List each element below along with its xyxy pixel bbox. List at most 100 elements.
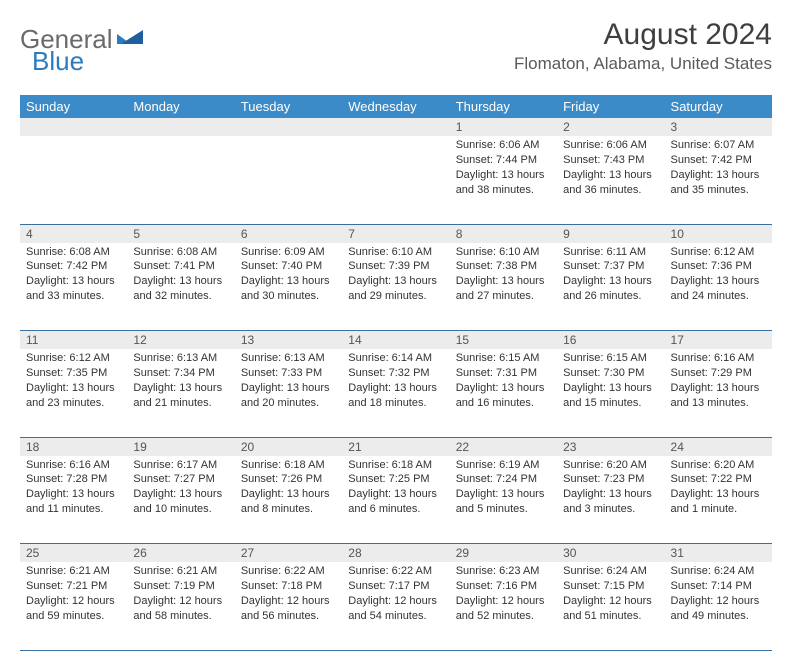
- day-number: 9: [557, 224, 664, 243]
- day-details: Sunrise: 6:12 AMSunset: 7:36 PMDaylight:…: [665, 243, 772, 308]
- calendar-week: Sunrise: 6:12 AMSunset: 7:35 PMDaylight:…: [20, 349, 772, 437]
- sunrise-text: Sunrise: 6:18 AM: [241, 458, 336, 473]
- day-details: Sunrise: 6:11 AMSunset: 7:37 PMDaylight:…: [557, 243, 664, 308]
- sunrise-text: Sunrise: 6:08 AM: [133, 245, 228, 260]
- daylight-text: Daylight: 13 hours and 27 minutes.: [456, 274, 551, 304]
- day-header: Monday: [127, 95, 234, 118]
- day-number: 25: [20, 544, 127, 563]
- day-details: Sunrise: 6:20 AMSunset: 7:22 PMDaylight:…: [665, 456, 772, 521]
- sunset-text: Sunset: 7:24 PM: [456, 472, 551, 487]
- sunset-text: Sunset: 7:23 PM: [563, 472, 658, 487]
- day-header: Thursday: [450, 95, 557, 118]
- day-details: Sunrise: 6:10 AMSunset: 7:38 PMDaylight:…: [450, 243, 557, 308]
- daylight-text: Daylight: 13 hours and 18 minutes.: [348, 381, 443, 411]
- day-number: 17: [665, 331, 772, 350]
- day-number: 14: [342, 331, 449, 350]
- sunrise-text: Sunrise: 6:06 AM: [456, 138, 551, 153]
- day-details: Sunrise: 6:18 AMSunset: 7:25 PMDaylight:…: [342, 456, 449, 521]
- sunset-text: Sunset: 7:33 PM: [241, 366, 336, 381]
- day-details: Sunrise: 6:10 AMSunset: 7:39 PMDaylight:…: [342, 243, 449, 308]
- calendar-cell: Sunrise: 6:14 AMSunset: 7:32 PMDaylight:…: [342, 349, 449, 437]
- day-number: [235, 118, 342, 136]
- calendar-cell: Sunrise: 6:24 AMSunset: 7:14 PMDaylight:…: [665, 562, 772, 650]
- daylight-text: Daylight: 12 hours and 51 minutes.: [563, 594, 658, 624]
- sunrise-text: Sunrise: 6:19 AM: [456, 458, 551, 473]
- day-number: [20, 118, 127, 136]
- daylight-text: Daylight: 13 hours and 32 minutes.: [133, 274, 228, 304]
- sunrise-text: Sunrise: 6:13 AM: [241, 351, 336, 366]
- calendar-cell: Sunrise: 6:07 AMSunset: 7:42 PMDaylight:…: [665, 136, 772, 224]
- calendar-head: SundayMondayTuesdayWednesdayThursdayFrid…: [20, 95, 772, 118]
- sunrise-text: Sunrise: 6:16 AM: [671, 351, 766, 366]
- sunrise-text: Sunrise: 6:09 AM: [241, 245, 336, 260]
- day-header: Saturday: [665, 95, 772, 118]
- sunset-text: Sunset: 7:29 PM: [671, 366, 766, 381]
- sunrise-text: Sunrise: 6:20 AM: [563, 458, 658, 473]
- sunset-text: Sunset: 7:19 PM: [133, 579, 228, 594]
- day-number: 7: [342, 224, 449, 243]
- sunrise-text: Sunrise: 6:07 AM: [671, 138, 766, 153]
- sunset-text: Sunset: 7:21 PM: [26, 579, 121, 594]
- day-number: 2: [557, 118, 664, 136]
- day-details: Sunrise: 6:07 AMSunset: 7:42 PMDaylight:…: [665, 136, 772, 201]
- sunrise-text: Sunrise: 6:11 AM: [563, 245, 658, 260]
- day-number: 22: [450, 437, 557, 456]
- day-number: 27: [235, 544, 342, 563]
- sunset-text: Sunset: 7:36 PM: [671, 259, 766, 274]
- calendar-cell: Sunrise: 6:15 AMSunset: 7:31 PMDaylight:…: [450, 349, 557, 437]
- day-number: 6: [235, 224, 342, 243]
- sunrise-text: Sunrise: 6:21 AM: [133, 564, 228, 579]
- day-number-row: 11121314151617: [20, 331, 772, 350]
- calendar-cell: Sunrise: 6:21 AMSunset: 7:19 PMDaylight:…: [127, 562, 234, 650]
- sunset-text: Sunset: 7:16 PM: [456, 579, 551, 594]
- daylight-text: Daylight: 13 hours and 29 minutes.: [348, 274, 443, 304]
- day-number-row: 18192021222324: [20, 437, 772, 456]
- day-details: Sunrise: 6:08 AMSunset: 7:42 PMDaylight:…: [20, 243, 127, 308]
- daylight-text: Daylight: 13 hours and 24 minutes.: [671, 274, 766, 304]
- sunset-text: Sunset: 7:18 PM: [241, 579, 336, 594]
- day-number: 29: [450, 544, 557, 563]
- day-number: 8: [450, 224, 557, 243]
- day-details: Sunrise: 6:15 AMSunset: 7:30 PMDaylight:…: [557, 349, 664, 414]
- day-details: Sunrise: 6:06 AMSunset: 7:43 PMDaylight:…: [557, 136, 664, 201]
- calendar-week: Sunrise: 6:21 AMSunset: 7:21 PMDaylight:…: [20, 562, 772, 650]
- day-number: 1: [450, 118, 557, 136]
- day-details: Sunrise: 6:12 AMSunset: 7:35 PMDaylight:…: [20, 349, 127, 414]
- day-details: Sunrise: 6:22 AMSunset: 7:17 PMDaylight:…: [342, 562, 449, 627]
- day-details: Sunrise: 6:22 AMSunset: 7:18 PMDaylight:…: [235, 562, 342, 627]
- daylight-text: Daylight: 12 hours and 49 minutes.: [671, 594, 766, 624]
- day-details: Sunrise: 6:14 AMSunset: 7:32 PMDaylight:…: [342, 349, 449, 414]
- daylight-text: Daylight: 13 hours and 30 minutes.: [241, 274, 336, 304]
- day-details: Sunrise: 6:18 AMSunset: 7:26 PMDaylight:…: [235, 456, 342, 521]
- sunset-text: Sunset: 7:42 PM: [26, 259, 121, 274]
- sunrise-text: Sunrise: 6:21 AM: [26, 564, 121, 579]
- sunrise-text: Sunrise: 6:22 AM: [348, 564, 443, 579]
- calendar-cell: Sunrise: 6:12 AMSunset: 7:36 PMDaylight:…: [665, 243, 772, 331]
- calendar-cell: Sunrise: 6:18 AMSunset: 7:25 PMDaylight:…: [342, 456, 449, 544]
- sunrise-text: Sunrise: 6:12 AM: [26, 351, 121, 366]
- month-title: August 2024: [514, 18, 772, 52]
- calendar-cell: Sunrise: 6:23 AMSunset: 7:16 PMDaylight:…: [450, 562, 557, 650]
- day-details: Sunrise: 6:21 AMSunset: 7:21 PMDaylight:…: [20, 562, 127, 627]
- sunrise-text: Sunrise: 6:16 AM: [26, 458, 121, 473]
- sunset-text: Sunset: 7:15 PM: [563, 579, 658, 594]
- day-number: 3: [665, 118, 772, 136]
- daylight-text: Daylight: 13 hours and 38 minutes.: [456, 168, 551, 198]
- day-details: Sunrise: 6:08 AMSunset: 7:41 PMDaylight:…: [127, 243, 234, 308]
- brand-word-2: Blue: [32, 46, 84, 77]
- sunset-text: Sunset: 7:28 PM: [26, 472, 121, 487]
- sunset-text: Sunset: 7:25 PM: [348, 472, 443, 487]
- daylight-text: Daylight: 12 hours and 58 minutes.: [133, 594, 228, 624]
- sunrise-text: Sunrise: 6:24 AM: [563, 564, 658, 579]
- day-number: [342, 118, 449, 136]
- sunrise-text: Sunrise: 6:10 AM: [348, 245, 443, 260]
- calendar-cell: Sunrise: 6:19 AMSunset: 7:24 PMDaylight:…: [450, 456, 557, 544]
- daylight-text: Daylight: 13 hours and 23 minutes.: [26, 381, 121, 411]
- calendar-cell: Sunrise: 6:08 AMSunset: 7:41 PMDaylight:…: [127, 243, 234, 331]
- sunrise-text: Sunrise: 6:10 AM: [456, 245, 551, 260]
- day-number: 10: [665, 224, 772, 243]
- day-number: 23: [557, 437, 664, 456]
- day-details: Sunrise: 6:23 AMSunset: 7:16 PMDaylight:…: [450, 562, 557, 627]
- day-details: Sunrise: 6:13 AMSunset: 7:33 PMDaylight:…: [235, 349, 342, 414]
- calendar-cell: Sunrise: 6:22 AMSunset: 7:17 PMDaylight:…: [342, 562, 449, 650]
